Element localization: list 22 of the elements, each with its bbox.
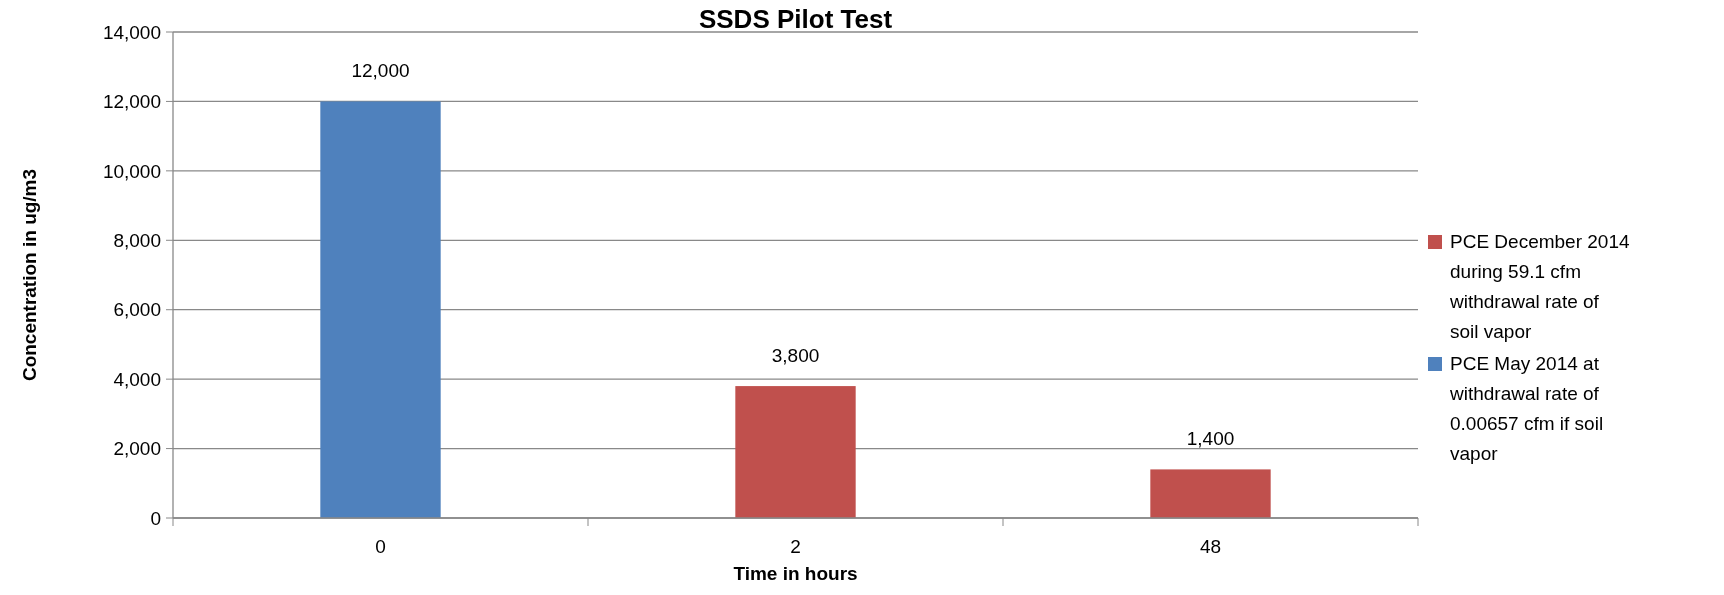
- data-label: 12,000: [351, 60, 410, 82]
- y-tick-label: 0: [150, 507, 161, 529]
- x-axis-title: Time in hours: [733, 563, 858, 584]
- data-label: 1,400: [1186, 428, 1235, 450]
- bar: [735, 386, 856, 518]
- y-tick-label: 2,000: [113, 438, 161, 460]
- y-tick-label: 12,000: [102, 91, 161, 113]
- y-tick-label: 14,000: [102, 21, 161, 43]
- legend-label: PCE May 2014 at withdrawal rate of 0.00657 cfm if soil vapor: [1449, 353, 1604, 464]
- x-tick-label: 0: [375, 536, 386, 557]
- y-tick-label: 8,000: [113, 229, 161, 251]
- data-label: 3,800: [771, 345, 820, 367]
- y-tick-label: 6,000: [113, 299, 161, 321]
- bar: [1150, 469, 1271, 518]
- x-tick-label: 48: [1199, 536, 1222, 557]
- chart-title: SSDS Pilot Test: [698, 4, 893, 34]
- x-tick-label: 2: [790, 536, 801, 557]
- y-tick-label: 10,000: [102, 160, 161, 182]
- bar: [320, 101, 441, 518]
- y-axis-title: Concentration in ug/m3: [19, 168, 40, 382]
- legend-label: PCE December 2014 during 59.1 cfm withdrawal rate of soil vapor: [1449, 231, 1630, 342]
- y-tick-label: 4,000: [113, 368, 161, 390]
